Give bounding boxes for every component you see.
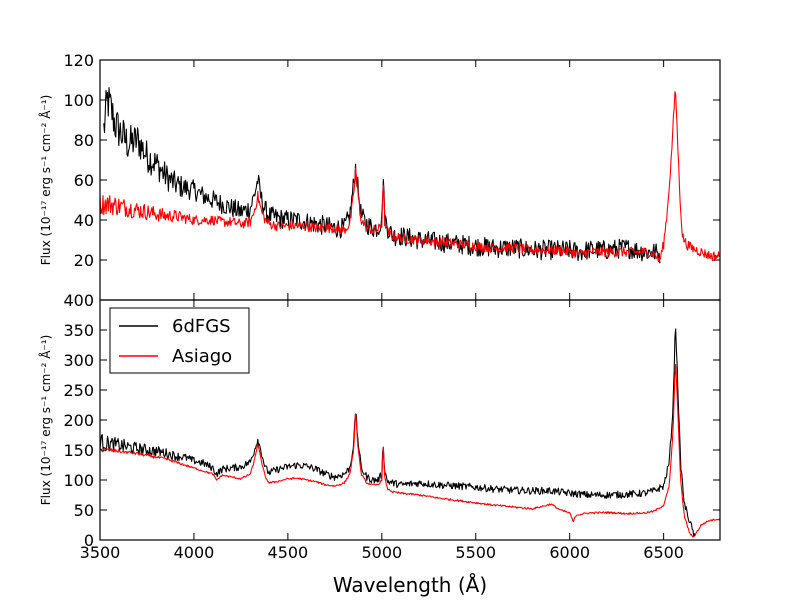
top-ytick-label: 100 [63, 91, 94, 110]
legend-frame [109, 307, 250, 374]
top-ytick-label: 60 [74, 171, 94, 190]
legend-label-asiago: Asiago [172, 346, 232, 367]
bottom-ytick-label: 300 [63, 351, 94, 370]
legend: 6dFGS Asiago [109, 307, 250, 374]
top-panel-ticks: 20 40 60 80 100 120 [63, 51, 720, 300]
top-ytick-label: 80 [74, 131, 94, 150]
bottom-panel-lines [100, 328, 720, 538]
top-ytick-label: 20 [74, 251, 94, 270]
top-ytick-label: 120 [63, 51, 94, 70]
top-ytick-label: 40 [74, 211, 94, 230]
bottom-xtick-label: 6000 [549, 543, 590, 562]
legend-label-6dfgs: 6dFGS [172, 316, 231, 337]
bottom-xtick-label: 4500 [268, 543, 309, 562]
bottom-xtick-label: 3500 [80, 543, 121, 562]
bottom-ytick-label: 150 [63, 441, 94, 460]
bottom-xtick-label: 4000 [174, 543, 215, 562]
bottom-xtick-label: 5000 [361, 543, 402, 562]
top-panel-lines [100, 87, 720, 264]
bottom-series-asiago [100, 363, 720, 538]
top-series-asiago [100, 91, 720, 262]
bottom-ytick-label: 100 [63, 471, 94, 490]
bottom-xtick-label: 6500 [643, 543, 684, 562]
bottom-ytick-label: 350 [63, 321, 94, 340]
bottom-panel-ylabel: Flux (10⁻¹⁷ erg s⁻¹ cm⁻² Å⁻¹) [38, 335, 53, 506]
bottom-xtick-label: 5500 [455, 543, 496, 562]
bottom-ytick-label: 50 [74, 501, 94, 520]
top-panel-ylabel: Flux (10⁻¹⁷ erg s⁻¹ cm⁻² Å⁻¹) [38, 95, 53, 266]
bottom-ytick-label: 400 [63, 291, 94, 310]
bottom-panel-frame [99, 299, 721, 541]
bottom-ytick-label: 250 [63, 381, 94, 400]
bottom-ytick-label: 0 [84, 531, 94, 550]
bottom-series-6dfgs [100, 328, 696, 537]
x-axis-label: Wavelength (Å) [333, 573, 487, 597]
bottom-panel: 3500 4000 4500 5000 5500 6000 6500 0 50 100 150 200… [38, 291, 721, 562]
top-panel: 20 40 60 80 100 120 Flux (10⁻¹⁷ erg s⁻¹ cm⁻² … [38, 51, 721, 301]
bottom-panel-ticks: 3500 4000 4500 5000 5500 6000 6500 0 50 100 150 200… [63, 291, 720, 562]
bottom-ytick-label: 200 [63, 411, 94, 430]
